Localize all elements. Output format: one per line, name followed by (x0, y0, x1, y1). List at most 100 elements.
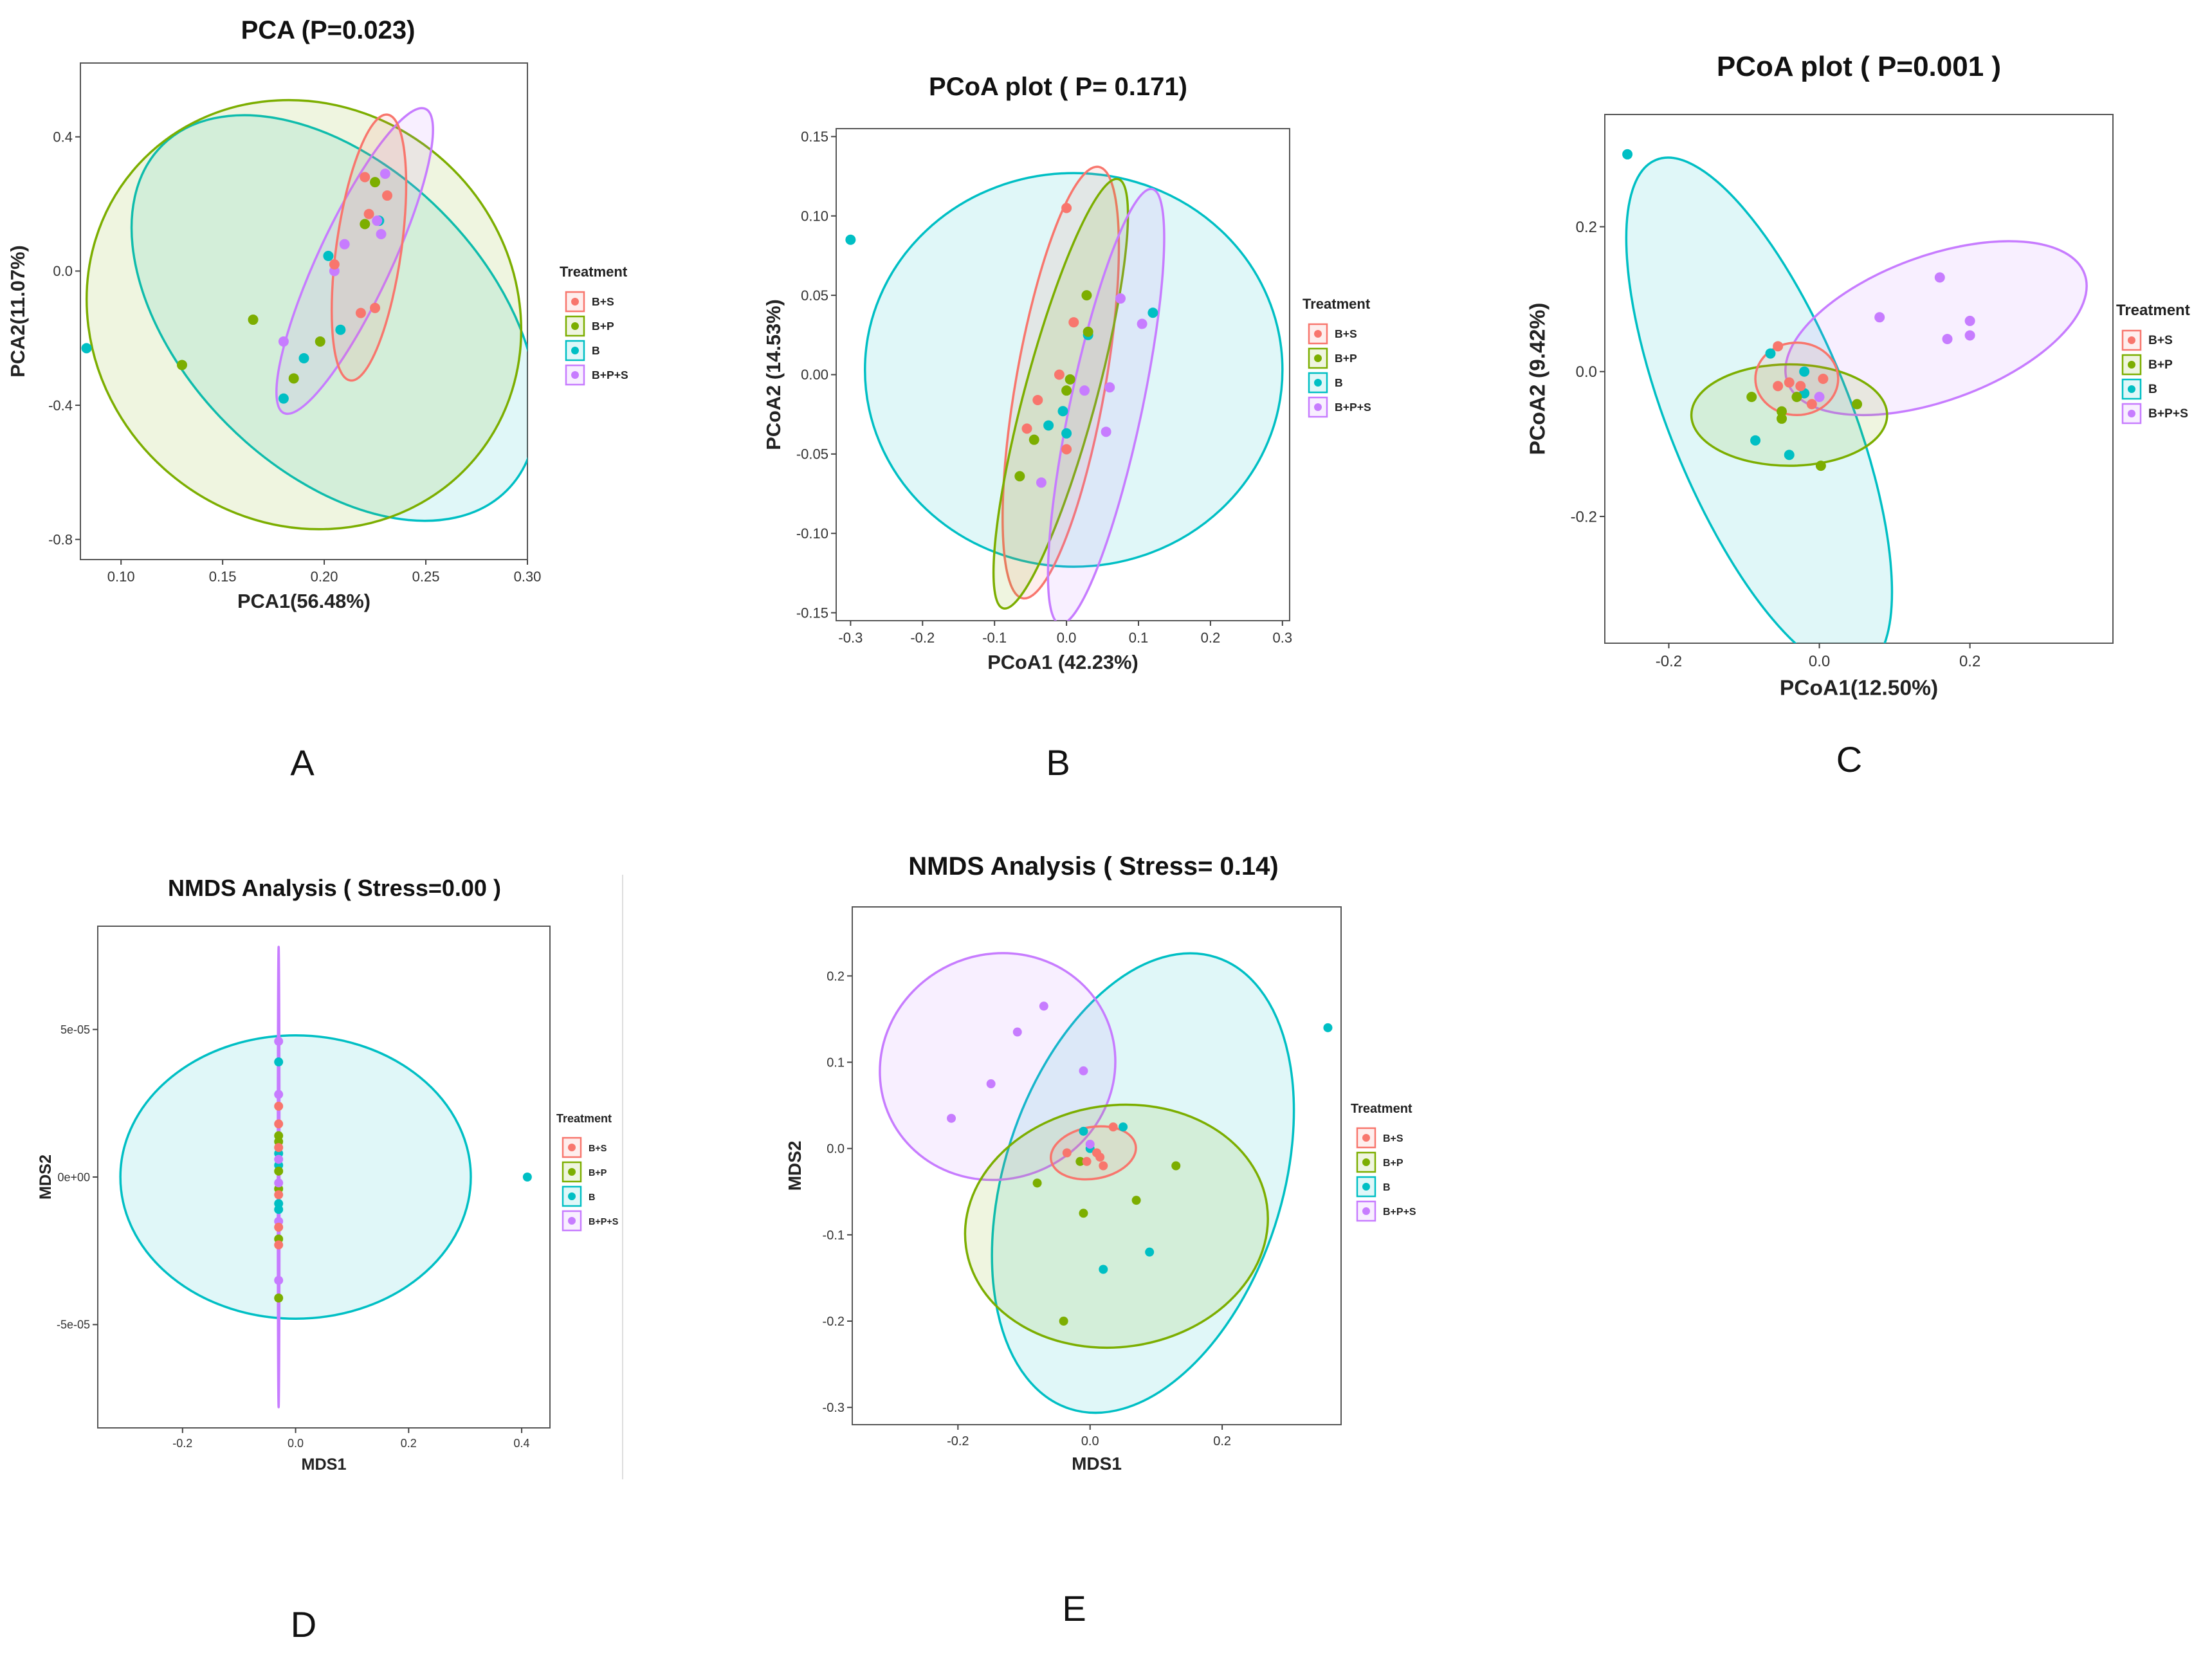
confidence-ellipse-b (991, 952, 1295, 1414)
x-tick-label: -0.2 (910, 630, 935, 646)
data-point-b-s (1061, 203, 1072, 214)
data-point-b (274, 1205, 284, 1214)
confidence-ellipse-b-p-s (275, 107, 434, 416)
data-point-b-p-s (1012, 1027, 1022, 1037)
data-point-b-p-s (274, 1178, 284, 1188)
x-tick-label: 0.0 (288, 1437, 304, 1450)
data-point-b-p (288, 373, 299, 384)
panel-a: 0.10 0.15 0.20 0.25 0.30 -0.8 -0.4 0.0 0.4 PCA1(5… (6, 16, 628, 783)
x-tick-label: 0.20 (311, 569, 338, 585)
data-point-b-s (1032, 394, 1043, 405)
x-tick-label: -0.2 (1656, 653, 1682, 670)
legend-swatch-dot (2128, 410, 2135, 417)
data-point-b-s (360, 172, 370, 183)
data-point-b-p-s (1079, 385, 1090, 396)
x-tick-label: -0.2 (172, 1437, 192, 1450)
data-point-b-s (1108, 1122, 1118, 1132)
x-axis-title: PCoA1(12.50%) (1780, 676, 1938, 700)
y-tick-label: 0.1 (827, 1056, 845, 1070)
x-axis-title: MDS1 (302, 1456, 347, 1474)
data-point-b-p (1079, 1209, 1088, 1218)
data-point-b-p-s (1085, 1139, 1095, 1149)
data-point-b-s (274, 1223, 284, 1232)
data-point-b (323, 250, 334, 261)
plot-title: PCoA plot ( P=0.001 ) (1717, 51, 2001, 82)
x-axis-title: PCoA1 (42.23%) (987, 651, 1138, 673)
data-point-b (1057, 406, 1068, 417)
data-point-b-p-s (1934, 272, 1945, 283)
data-point-b-p (1777, 406, 1787, 417)
data-point-b (1323, 1023, 1333, 1032)
y-tick-label: 5e-05 (60, 1023, 90, 1036)
data-point-b-p-s (1115, 293, 1126, 304)
legend-label: B+P+S (592, 369, 628, 381)
legend-label: B+P (2148, 358, 2173, 372)
x-tick-label: -0.3 (838, 630, 863, 646)
y-tick-label: -0.3 (823, 1401, 845, 1415)
data-point-b-s (1061, 444, 1072, 455)
x-tick-label: 0.2 (1959, 653, 1980, 670)
x-axis-title: MDS1 (1072, 1454, 1122, 1474)
data-point-b-p (176, 360, 187, 370)
confidence-ellipse-b (1625, 156, 1894, 643)
y-tick-label: -0.10 (796, 525, 828, 542)
data-point-b-p (1852, 399, 1863, 410)
point-layer (845, 203, 1158, 488)
y-tick-label: 0.0 (827, 1142, 845, 1156)
legend-label: B+S (592, 295, 614, 308)
data-point-b-p (315, 336, 325, 347)
legend-label: B+P+S (2148, 407, 2188, 421)
x-tick-label: 0.0 (1809, 653, 1830, 670)
data-point-b (845, 234, 856, 245)
data-point-b-s (1806, 399, 1817, 410)
data-point-b-p-s (1039, 1001, 1048, 1011)
y-tick-label: 0.2 (1576, 219, 1597, 236)
legend-swatch-dot (1314, 379, 1322, 387)
confidence-ellipse-b (119, 1034, 472, 1320)
legend-label: B (1383, 1182, 1391, 1193)
data-point-b-p (1131, 1196, 1141, 1205)
y-axis-title: MDS2 (785, 1141, 805, 1191)
data-point-b-p-s (1874, 312, 1885, 323)
data-point-b-s (1021, 423, 1032, 434)
y-axis-title: PCoA2 (9.42%) (1526, 303, 1549, 455)
legend-label: B+S (1383, 1133, 1403, 1144)
legend-label: B+P+S (1383, 1207, 1416, 1218)
data-point-b-p (1065, 374, 1075, 385)
data-point-b (1622, 149, 1633, 160)
x-tick-label: 0.25 (412, 569, 440, 585)
data-point-b-p-s (1814, 392, 1825, 403)
data-point-b-p-s (1964, 315, 1975, 326)
x-tick-label: 0.4 (514, 1437, 530, 1450)
data-point-b-p (1746, 392, 1757, 403)
legend-swatch-dot (1362, 1134, 1370, 1142)
legend-swatch-dot (1362, 1158, 1370, 1166)
legend-label: B+P+S (589, 1217, 619, 1227)
data-point-b-s (1773, 341, 1784, 352)
data-point-b (1145, 1247, 1155, 1257)
y-tick-label: 0e+00 (57, 1171, 90, 1183)
y-tick-label: -0.1 (823, 1228, 845, 1243)
y-tick-label: -5e-05 (57, 1319, 90, 1331)
data-point-b-p-s (339, 239, 350, 250)
y-tick-label: 0.00 (801, 367, 828, 383)
data-point-b-s (274, 1240, 284, 1250)
data-point-b-s (1054, 369, 1065, 380)
legend-title: Treatment (1303, 296, 1371, 312)
y-tick-label: -0.8 (48, 531, 73, 547)
data-point-b-p (360, 219, 370, 230)
confidence-ellipse-b-p-s (1047, 187, 1165, 621)
x-tick-label: 0.0 (1057, 630, 1077, 646)
legend-title: Treatment (2116, 302, 2190, 319)
data-point-b (1043, 420, 1054, 431)
legend-swatch-dot (571, 322, 579, 330)
data-point-b-s (1062, 1148, 1072, 1158)
legend: Treatment B+S B+P B B+P+S (2116, 302, 2190, 425)
data-point-b-p-s (274, 1275, 284, 1285)
x-tick-label: 0.1 (1129, 630, 1149, 646)
y-tick-label: -0.15 (796, 605, 828, 621)
data-point-b (1784, 450, 1795, 461)
data-point-b-p-s (379, 169, 390, 179)
y-tick-label: 0.2 (827, 969, 845, 983)
